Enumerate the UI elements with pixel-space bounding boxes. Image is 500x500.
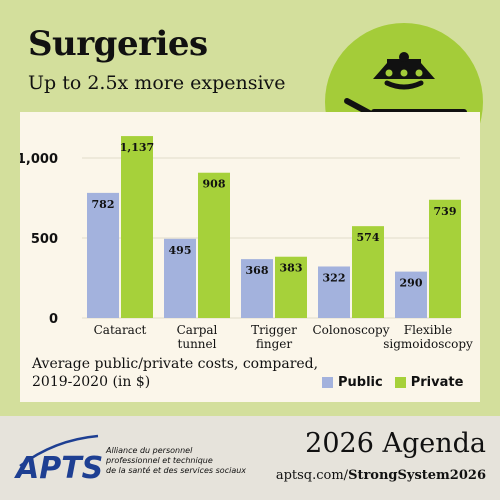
category-label: sigmoidoscopy <box>383 337 473 351</box>
legend-label-private: Private <box>410 375 464 390</box>
data-label: 322 <box>323 271 346 284</box>
org-name-line: professionnel et technique <box>106 456 213 465</box>
legend-swatch-public <box>322 377 333 388</box>
org-name-line: Alliance du personnel <box>106 446 193 455</box>
bar-public <box>87 192 119 318</box>
bar-private <box>198 172 230 318</box>
agenda-url-bold: StrongSystem2026 <box>348 468 486 483</box>
data-label: 908 <box>203 178 226 191</box>
data-label: 290 <box>400 277 423 290</box>
bar-public <box>241 259 273 318</box>
agenda-title: 2026 Agenda <box>305 428 486 459</box>
category-label: Flexible <box>404 323 453 337</box>
footer: APTS Alliance du personnel professionnel… <box>0 416 500 500</box>
chart-panel: 0 500 1,000 782 1,137 Cataract 495 908 Carpal tun… <box>20 112 480 402</box>
chart-subtitle: Up to 2.5x more expensive <box>28 72 286 94</box>
category-label: Colonoscopy <box>313 323 390 337</box>
bar-chart: 0 500 1,000 782 1,137 Cataract 495 908 Carpaltun… <box>20 136 473 351</box>
data-label: 739 <box>434 205 457 218</box>
data-label: 782 <box>92 198 115 211</box>
org-name-line: de la santé et des services sociaux <box>106 466 247 475</box>
data-label: 383 <box>280 262 303 275</box>
chart-note: Average public/private costs, compared, … <box>32 356 319 390</box>
category-label: finger <box>256 337 293 351</box>
bar-public <box>395 271 427 318</box>
agenda-link[interactable]: aptsq.com/StrongSystem2026 <box>276 468 486 483</box>
data-label: 368 <box>246 264 269 277</box>
bar-private <box>121 136 153 318</box>
bar-public <box>318 266 350 318</box>
bar-private <box>275 256 307 318</box>
legend-item-private: Private <box>394 375 464 390</box>
y-tick-label: 1,000 <box>20 152 58 167</box>
data-label: 495 <box>169 244 192 257</box>
apts-logo: APTS <box>14 434 102 486</box>
y-tick-label: 0 <box>49 312 58 327</box>
legend-swatch-private <box>394 377 406 388</box>
svg-text:APTS: APTS <box>14 451 102 486</box>
bar-public <box>164 238 196 318</box>
chart-title: Surgeries <box>28 24 208 64</box>
category-label: Trigger <box>251 323 297 337</box>
y-tick-label: 500 <box>31 232 58 247</box>
legend-item-public: Public <box>322 375 383 390</box>
category-label: tunnel <box>178 337 217 351</box>
agenda-url-prefix: aptsq.com/ <box>275 468 349 483</box>
legend-label-public: Public <box>338 375 383 390</box>
category-label: Carpal <box>177 323 218 337</box>
legend: Public Private <box>322 375 463 390</box>
bar-private <box>429 199 461 318</box>
bar-private <box>352 226 384 318</box>
data-label: 1,137 <box>120 141 154 154</box>
category-label: Cataract <box>94 323 147 337</box>
data-label: 574 <box>357 231 380 244</box>
org-name: Alliance du personnel professionnel et t… <box>106 446 266 476</box>
